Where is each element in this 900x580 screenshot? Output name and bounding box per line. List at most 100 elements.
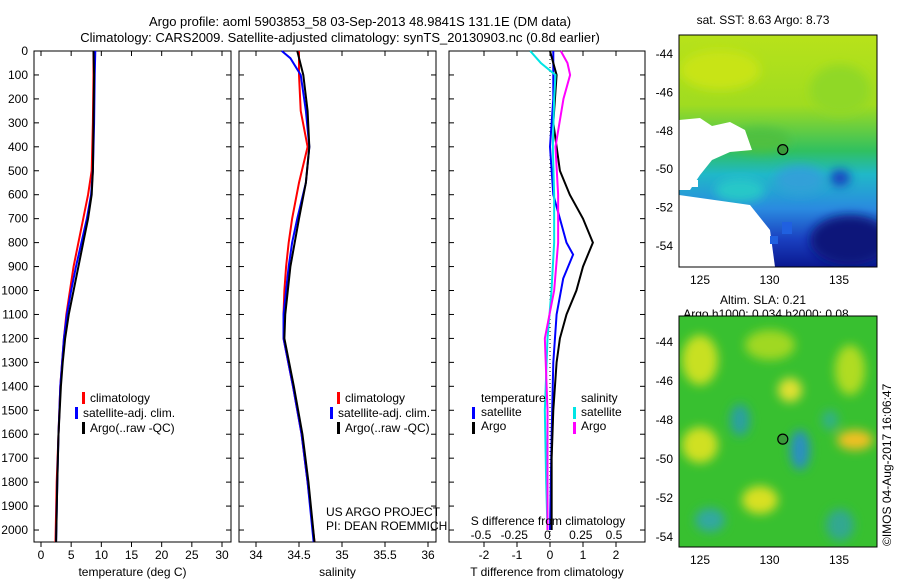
series-line-s-satellite [529,50,557,531]
x-axis-label: T difference from climatology [470,565,624,579]
x-tick-label: -2 [479,548,490,562]
depth-tick-label: 1700 [1,451,28,465]
depth-tick-label: 300 [8,116,28,130]
x-tick-label: 34.5 [287,548,311,562]
lat-tick-label: -50 [656,162,674,176]
x-tick-label: 35 [335,548,349,562]
sla-map-frame [678,315,878,548]
lat-tick-label: -48 [656,413,674,427]
depth-tick-label: 1900 [1,499,28,513]
lon-tick-label: 125 [690,553,710,567]
legend-title-temperature: temperature [481,391,546,405]
x-tick-label: 5 [68,548,75,562]
legend-label: satellite [581,405,622,419]
legend-label: satellite-adj. clim. [83,406,175,420]
lat-tick-label: -44 [656,47,674,61]
lon-tick-label: 130 [759,273,779,287]
legend-swatch-t-argo [472,422,475,434]
series-line-argo [55,50,96,543]
lat-tick-label: -46 [656,374,674,388]
panel-frame-3 [448,50,646,543]
depth-tick-label: 1500 [1,403,28,417]
legend-label: climatology [90,391,150,405]
legend-title-salinity: salinity [581,391,618,405]
depth-tick-label: 2000 [1,523,28,537]
panel-frame-2 [238,50,437,543]
x-tick-label: 0 [38,548,45,562]
lon-tick-label: 130 [759,553,779,567]
x-tick-label: 10 [95,548,109,562]
lat-tick-label: -48 [656,124,674,138]
temperature-legend: climatology satellite-adj. clim. Argo(..… [75,391,175,435]
x-tick-label: 34 [249,548,263,562]
x-axis-label: salinity [319,565,356,579]
figure-title-line2: Climatology: CARS2009. Satellite-adjuste… [80,30,600,45]
x-tick-label: 15 [125,548,139,562]
depth-tick-label: 900 [8,260,28,274]
legend-swatch-argo [337,422,340,434]
depth-tick-label: 1300 [1,355,28,369]
difference-legend: temperature salinity satellite Argo sate… [471,391,626,528]
depth-tick-label: 700 [8,212,28,226]
lon-tick-label: 135 [829,553,849,567]
series-line-climatology [54,51,95,543]
legend-label: satellite [481,405,522,419]
depth-tick-label: 1600 [1,427,28,441]
depth-tick-label: 400 [8,140,28,154]
legend-swatch-s-argo [573,422,576,434]
sst-map-frame [678,34,878,268]
lon-tick-label: 125 [690,273,710,287]
s-diff-axis-label: S difference from climatology [471,514,626,528]
legend-swatch-climatology [82,392,85,404]
series-line-t-argo [549,50,594,531]
depth-tick-label: 500 [8,164,28,178]
legend-label: satellite-adj. clim. [338,406,430,420]
legend-swatch-t-satellite [472,407,475,419]
legend-label: Argo(..raw -QC) [90,421,175,435]
figure-title-line1: Argo profile: aoml 5903853_58 03-Sep-201… [149,14,571,29]
lat-tick-label: -44 [656,335,674,349]
legend-swatch-satellite [75,407,78,419]
depth-tick-label: 600 [8,188,28,202]
s-diff-tick-label: 0.25 [569,528,593,542]
x-tick-label: 30 [215,548,229,562]
depth-tick-label: 1200 [1,331,28,345]
legend-label: Argo [481,419,507,433]
x-tick-label: 36 [421,548,435,562]
legend-label: Argo(..raw -QC) [345,421,430,435]
series-line-satellite-adj. [55,50,97,543]
legend-swatch-climatology [337,392,340,404]
lat-tick-label: -52 [656,491,674,505]
lon-tick-label: 135 [829,273,849,287]
legend-swatch-argo [82,422,85,434]
salinity-legend: climatology satellite-adj. clim. Argo(..… [326,391,447,533]
x-tick-label: -1 [512,548,523,562]
x-tick-label: 35.5 [373,548,397,562]
imos-timestamp: ©IMOS 04-Aug-2017 16:06:47 [880,383,894,546]
sla-map [679,316,877,547]
x-tick-label: 2 [613,548,620,562]
panel-frame-1 [33,50,232,543]
x-tick-label: 1 [580,548,587,562]
lat-tick-label: -54 [656,530,674,544]
pi-credit: PI: DEAN ROEMMICH [326,519,447,533]
sst-map-title: sat. SST: 8.63 Argo: 8.73 [697,13,830,27]
s-diff-tick-label: 0.5 [606,528,623,542]
series-line-argo [283,50,316,543]
x-tick-label: 25 [185,548,199,562]
legend-label: climatology [345,391,405,405]
s-diff-tick-label: -0.25 [501,528,529,542]
lat-tick-label: -46 [656,85,674,99]
legend-swatch-satellite [330,407,333,419]
project-credit: US ARGO PROJECT [326,505,441,519]
depth-tick-label: 1400 [1,379,28,393]
lat-tick-label: -54 [656,239,674,253]
x-axis-label: temperature (deg C) [78,565,186,579]
depth-tick-label: 1800 [1,475,28,489]
sla-map-title-line1: Altim. SLA: 0.21 [720,293,806,307]
depth-tick-label: 100 [8,68,28,82]
x-tick-label: 0 [547,548,554,562]
series-line-s-argo [543,50,572,531]
lat-tick-label: -52 [656,201,674,215]
